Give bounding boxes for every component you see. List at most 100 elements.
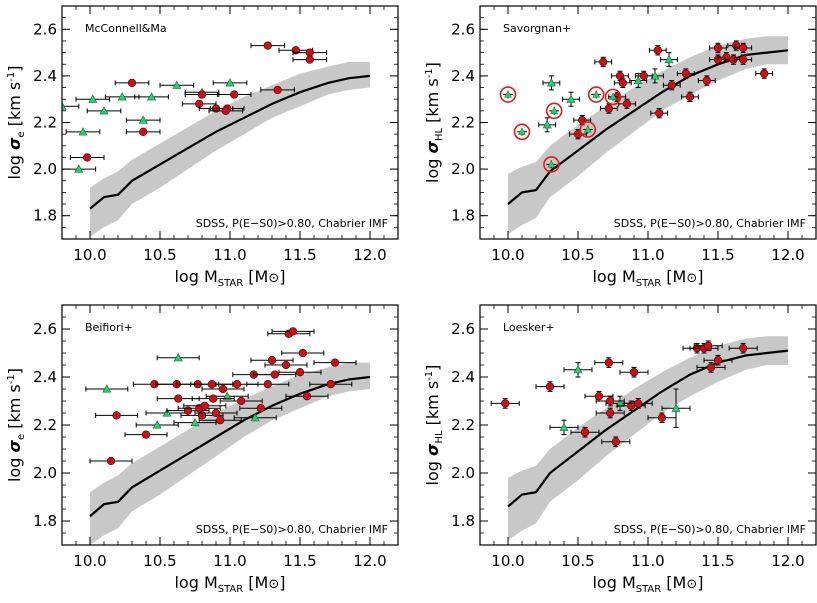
triangle-point	[190, 417, 200, 427]
circle-point	[760, 69, 769, 78]
y-axis-title-part: σ	[5, 439, 24, 452]
panel-label: Beifiori+	[85, 321, 133, 334]
circle-point	[653, 46, 662, 55]
y-axis-title-part: e	[16, 131, 27, 137]
panel-footnote: SDSS, P(E−S0)>0.80, Chabrier IMF	[614, 523, 806, 536]
triangle-point	[102, 384, 112, 393]
circle-point	[270, 370, 279, 379]
x-axis-title: log MSTAR [M⊙]	[174, 267, 285, 289]
y-axis-title-part: -1	[424, 371, 435, 381]
plot-area	[85, 327, 371, 545]
y-axis-title-part: e	[16, 434, 27, 440]
triangle-point	[559, 422, 569, 431]
circle-point	[197, 90, 207, 99]
x-axis-title-part: [M	[661, 573, 686, 592]
y-axis-title-part: -1	[424, 68, 435, 78]
circle-point	[112, 411, 121, 420]
open-circle-marker	[604, 88, 622, 106]
circle-point	[200, 401, 209, 410]
x-tick-label: 12.0	[771, 552, 804, 570]
y-axis-title-part: log	[5, 452, 24, 481]
x-axis-title-part: log M	[174, 267, 217, 286]
circle-point	[604, 104, 613, 113]
circle-point	[218, 384, 228, 394]
relation-line	[507, 49, 789, 205]
open-circle-marker	[579, 121, 597, 138]
x-axis-title-part: ⊙	[268, 271, 279, 286]
y-axis-title-part: HL	[434, 127, 445, 141]
y-axis-title-part: ]	[423, 365, 442, 371]
y-axis-title: log σHL [km s-1]	[423, 62, 445, 183]
panel-footnote: SDSS, P(E−S0)>0.80, Chabrier IMF	[196, 217, 388, 230]
y-axis-title-part: σ	[423, 443, 442, 456]
circle-point	[305, 48, 314, 57]
open-circle-core	[547, 160, 556, 168]
x-tick-label: 10.0	[73, 552, 106, 570]
y-tick-label: 2.2	[451, 114, 475, 132]
x-axis-title-part: log M	[592, 267, 635, 286]
scatter-band	[90, 61, 370, 237]
y-tick-label: 2.0	[33, 464, 57, 482]
y-tick-label: 2.0	[451, 160, 475, 178]
x-axis-title-part: [M	[243, 267, 268, 286]
triangle-point	[138, 115, 148, 124]
panel-4: 10.0 10.5 11.0 11.5 12.0 1.8 2.0 2.2 2.4 2.6 Loesk…	[423, 304, 817, 595]
x-axis-title: log MSTAR [M⊙]	[592, 267, 703, 289]
triangle-point	[74, 164, 84, 173]
scatter-band	[508, 36, 788, 235]
triangle-point	[615, 398, 625, 407]
circle-point	[545, 382, 555, 391]
open-circle-core	[609, 92, 617, 100]
relation-line	[89, 74, 371, 210]
x-tick-label: 11.0	[213, 552, 246, 570]
y-axis-title-part: log	[5, 150, 24, 179]
y-tick-label: 2.2	[33, 114, 57, 132]
circle-point	[634, 399, 643, 408]
triangle-point	[99, 106, 109, 115]
circle-point	[127, 78, 137, 88]
x-axis-title-part: ]	[697, 573, 703, 592]
y-tick-label: 2.4	[33, 368, 57, 386]
y-axis-title-part: log	[423, 153, 442, 182]
y-axis-title-part: log	[423, 456, 442, 485]
open-circle-core	[592, 90, 601, 98]
circle-point	[295, 368, 305, 377]
y-tick-label: 2.0	[451, 464, 475, 482]
circle-point	[305, 55, 314, 64]
circle-point	[83, 153, 92, 162]
circle-point	[606, 396, 615, 406]
triangle-point	[250, 413, 260, 422]
circle-point	[273, 85, 282, 95]
plot-area	[62, 41, 371, 237]
x-axis-title-part: STAR	[636, 584, 662, 595]
x-tick-label: 11.5	[283, 246, 316, 264]
x-axis-title-part: STAR	[218, 278, 244, 289]
circle-point	[298, 348, 307, 358]
x-axis-title-part: ]	[279, 573, 285, 592]
panel-label: Loesker+	[503, 321, 555, 334]
triangle-point	[573, 365, 583, 374]
panel-label: McConnell&Ma	[85, 22, 167, 35]
triangle-point	[671, 403, 681, 412]
open-circle-marker	[513, 123, 531, 141]
y-tick-label: 2.6	[451, 20, 475, 38]
y-axis-title-part: [km s	[5, 82, 24, 132]
circle-point	[618, 78, 627, 88]
open-circle-core	[504, 90, 512, 98]
x-tick-label: 10.5	[561, 246, 594, 264]
y-axis-title: log σe [km s-1]	[5, 66, 27, 180]
circle-point	[326, 380, 335, 389]
circle-point	[207, 380, 216, 389]
circle-point	[209, 394, 218, 403]
triangle-point	[566, 94, 576, 103]
x-tick-label: 12.0	[353, 246, 386, 264]
circle-point	[713, 356, 723, 365]
y-tick-label: 2.4	[33, 67, 57, 85]
circle-point	[256, 404, 265, 413]
panel-2: 10.0 10.5 11.0 11.5 12.0 1.8 2.0 2.2 2.4 2.6 Savor…	[423, 5, 817, 289]
y-axis-title: log σe [km s-1]	[5, 368, 27, 482]
circle-point	[629, 368, 639, 377]
x-axis-title: log MSTAR [M⊙]	[592, 573, 703, 595]
relation-line	[507, 349, 789, 508]
